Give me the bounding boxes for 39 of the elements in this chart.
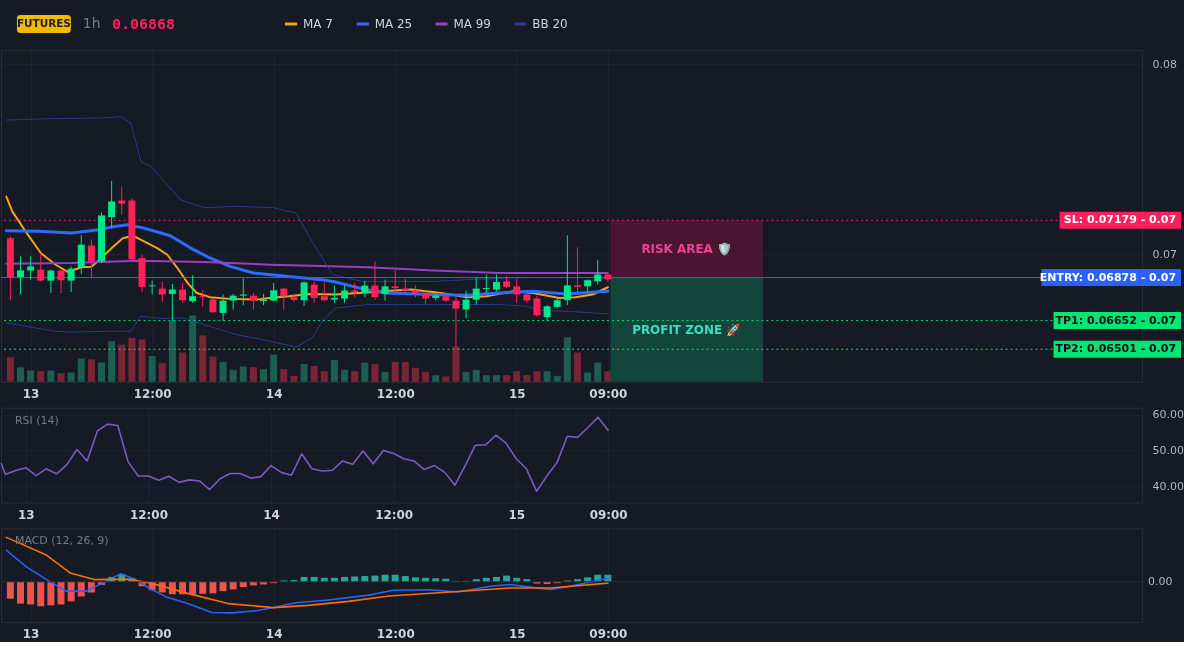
- x-tick-label: 09:00: [589, 627, 628, 642]
- ref-line-label: TP2: 0.06501 - 0.07: [1055, 342, 1177, 356]
- x-tick-label: 12:00: [376, 387, 415, 402]
- x-tick-label: 15: [508, 387, 526, 402]
- x-tick-label: 09:00: [589, 507, 628, 522]
- x-tick-label: 12:00: [133, 387, 172, 402]
- text: 0.06868: [112, 14, 176, 33]
- ref-line-label: ENTRY: 0.06878 - 0.07: [1039, 270, 1177, 284]
- chart-title: MACD (12, 26, 9): [14, 534, 109, 548]
- legend-label: MA 99: [453, 16, 491, 31]
- x-tick-label: 14: [263, 507, 280, 522]
- text: 1h: [82, 14, 101, 31]
- ref-line-label: SL: 0.07179 - 0.07: [1063, 213, 1177, 227]
- x-tick-label: 14: [265, 627, 283, 642]
- y-tick-label: 0.08: [1152, 57, 1178, 71]
- legend-label: BB 20: [532, 16, 568, 31]
- band-label: RISK AREA 🛡: [641, 241, 733, 256]
- legend-label: MA 7: [302, 16, 333, 31]
- band-label: PROFIT ZONE 🚀: [632, 322, 742, 337]
- x-tick-label: 15: [508, 507, 526, 522]
- y-tick-label: 50.00: [1152, 444, 1184, 458]
- x-tick-label: 13: [22, 387, 40, 402]
- x-tick-label: 12:00: [376, 627, 415, 642]
- legend-label: MA 25: [374, 16, 413, 31]
- text: FUTURES: [16, 16, 71, 29]
- x-tick-label: 15: [508, 627, 526, 642]
- x-tick-label: 13: [22, 627, 40, 642]
- y-tick-label: 40.00: [1152, 479, 1184, 493]
- ref-line-label: TP1: 0.06652 - 0.07: [1055, 313, 1177, 327]
- x-tick-label: 12:00: [375, 507, 414, 522]
- x-tick-label: 12:00: [133, 627, 172, 642]
- x-tick-label: 14: [265, 387, 283, 402]
- text: RSI (14): [14, 413, 59, 427]
- x-tick-label: 12:00: [129, 507, 168, 522]
- y-tick-label: 0.07: [1152, 247, 1178, 261]
- x-tick-label: 13: [18, 507, 35, 522]
- x-tick-label: 09:00: [589, 387, 628, 402]
- y-tick-label: 60.00: [1152, 408, 1184, 422]
- ref-line-label: 0.00: [1148, 574, 1173, 588]
